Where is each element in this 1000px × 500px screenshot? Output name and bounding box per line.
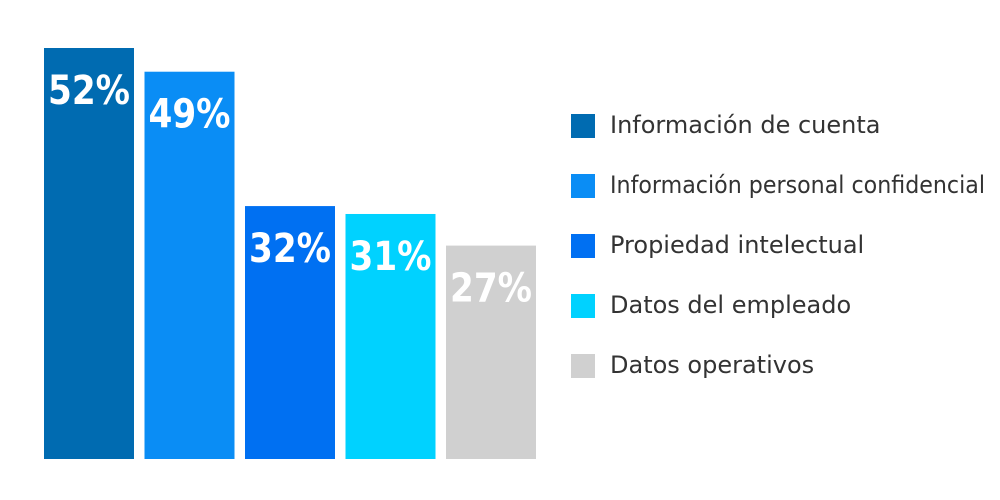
legend-swatch	[571, 234, 595, 258]
bar	[446, 245, 536, 459]
legend-swatch	[571, 294, 595, 318]
data-label: 27%	[450, 266, 532, 312]
bar	[345, 213, 436, 459]
legend-swatch	[571, 114, 595, 138]
bar	[144, 71, 235, 459]
bar	[245, 206, 335, 459]
legend-swatch	[571, 174, 595, 198]
legend-label: Datos del empleado	[610, 291, 851, 319]
data-label: 32%	[249, 226, 331, 272]
data-label: 49%	[149, 92, 231, 138]
legend-label: Propiedad intelectual	[610, 231, 864, 259]
legend-label: Información de cuenta	[610, 111, 880, 139]
data-label: 52%	[48, 68, 130, 114]
data-label: 31%	[350, 234, 432, 280]
bar	[44, 48, 134, 459]
legend-label: Información personal confidencial	[610, 171, 985, 199]
legend-label: Datos operativos	[610, 351, 814, 379]
legend-swatch	[571, 354, 595, 378]
